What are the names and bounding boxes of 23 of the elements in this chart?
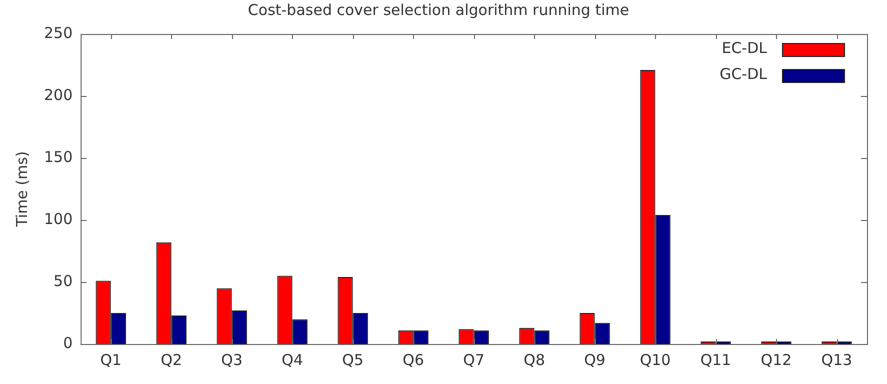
x-tick-label: Q6 (402, 350, 424, 369)
y-tick-label: 150 (44, 148, 73, 166)
x-tick-label: Q7 (463, 350, 484, 369)
x-tick-label: Q5 (342, 350, 364, 369)
x-tick-label: Q8 (524, 350, 545, 369)
legend-label: EC-DL (722, 38, 768, 57)
y-axis-title: Time (ms) (12, 151, 31, 228)
x-tick-label: Q4 (282, 350, 304, 369)
y-tick-label: 50 (54, 272, 73, 290)
x-tick-label: Q12 (760, 350, 792, 369)
y-tick-label: 250 (44, 24, 73, 42)
x-tick-label: Q1 (100, 350, 122, 369)
x-tick-label: Q9 (584, 350, 606, 369)
y-tick-label: 100 (44, 210, 73, 228)
x-tick-label: Q3 (221, 350, 243, 369)
legend-label: GC-DL (720, 64, 768, 83)
x-tick-label: Q11 (700, 350, 732, 369)
x-tick-label: Q13 (821, 350, 852, 369)
y-tick-label: 200 (44, 86, 73, 104)
x-tick-label: Q2 (160, 350, 182, 369)
y-tick-label: 0 (63, 334, 73, 352)
x-tick-label: Q10 (640, 350, 671, 369)
chart-title: Cost-based cover selection algorithm running time (248, 0, 630, 19)
